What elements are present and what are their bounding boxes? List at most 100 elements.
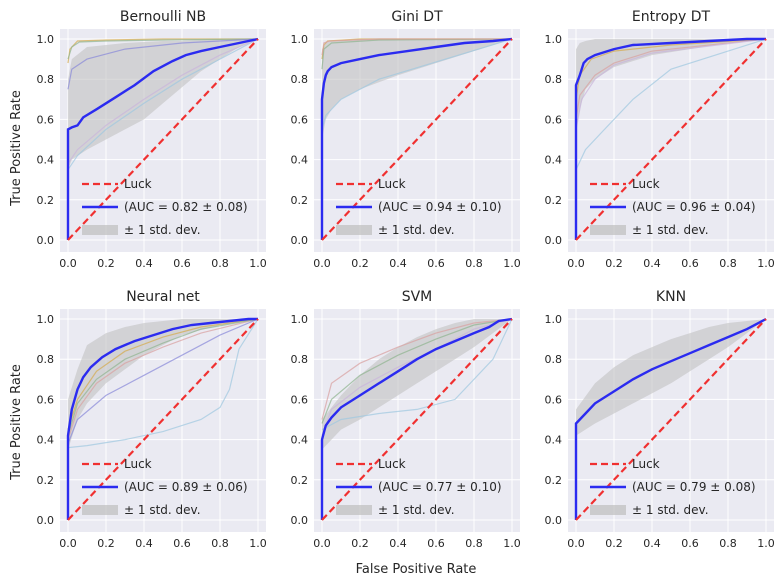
y-tick-label: 0.6 (37, 113, 55, 126)
roc-panel: 0.0 0.0 0.2 0.2 0.4 0.4 0.6 0.6 0.8 0.8 1.0 1.0 Bern… (37, 9, 267, 270)
legend-luck-label: Luck (632, 457, 660, 471)
x-tick-label: 0.4 (389, 257, 407, 270)
mean-roc-line (320, 37, 513, 240)
x-tick-label: 0.4 (643, 537, 661, 550)
y-tick-label: 0.6 (37, 393, 55, 406)
y-tick-label: 0.8 (545, 73, 563, 86)
legend-auc-label: (AUC = 0.89 ± 0.06) (124, 480, 248, 494)
legend-band-label: ± 1 std. dev. (378, 223, 455, 237)
legend-luck-label: Luck (632, 177, 660, 191)
x-tick-label: 1.0 (249, 257, 267, 270)
x-tick-label: 1.0 (503, 537, 521, 550)
roc-panel: 0.0 0.0 0.2 0.2 0.4 0.4 0.6 0.6 0.8 0.8 1.0 1.0 Gini… (291, 9, 521, 270)
fold-roc-line (67, 38, 258, 64)
x-tick-label: 0.8 (211, 537, 229, 550)
x-axis-label: False Positive Rate (356, 562, 477, 577)
y-tick-label: 0.0 (545, 234, 563, 247)
y-tick-label: 0.2 (37, 474, 55, 487)
legend: Luck (AUC = 0.96 ± 0.04) ± 1 std. dev. (590, 177, 756, 237)
roc-panel: 0.0 0.0 0.2 0.2 0.4 0.4 0.6 0.6 0.8 0.8 1.0 1.0 SVM L… (291, 289, 521, 550)
std-band (68, 39, 258, 170)
y-tick-label: 0.4 (37, 434, 55, 447)
x-tick-label: 1.0 (757, 257, 775, 270)
x-tick-label: 0.8 (211, 257, 229, 270)
x-tick-label: 0.0 (313, 537, 331, 550)
x-tick-label: 0.4 (389, 537, 407, 550)
x-tick-label: 0.6 (427, 537, 445, 550)
x-tick-label: 0.6 (681, 257, 699, 270)
y-tick-label: 0.4 (545, 434, 563, 447)
legend-luck-label: Luck (124, 457, 152, 471)
fold-roc-line (321, 318, 513, 420)
std-band (322, 39, 512, 140)
x-tick-label: 0.0 (567, 537, 585, 550)
y-tick-label: 0.8 (291, 73, 309, 86)
legend-luck-label: Luck (124, 177, 152, 191)
y-tick-label: 0.2 (291, 194, 309, 207)
y-tick-label: 1.0 (37, 33, 55, 46)
fold-roc-line (321, 38, 512, 56)
legend-band-swatch (590, 225, 626, 235)
x-tick-label: 0.0 (59, 537, 77, 550)
fold-roc-line (575, 38, 767, 120)
y-tick-label: 0.0 (545, 514, 563, 527)
panel-title: Entropy DT (632, 9, 711, 25)
mean-roc-line (320, 317, 513, 520)
x-tick-label: 0.4 (643, 257, 661, 270)
std-band (68, 319, 258, 450)
legend-auc-label: (AUC = 0.96 ± 0.04) (632, 200, 756, 214)
fold-roc-line (575, 38, 767, 170)
y-tick-label: 0.8 (291, 353, 309, 366)
fold-roc-line (321, 318, 513, 431)
y-tick-label: 0.0 (37, 514, 55, 527)
y-tick-label: 0.4 (545, 154, 563, 167)
fold-roc-line (321, 318, 513, 424)
x-tick-label: 0.4 (135, 537, 153, 550)
roc-panel: 0.0 0.0 0.2 0.2 0.4 0.4 0.6 0.6 0.8 0.8 1.0 1.0 Neur… (37, 289, 267, 550)
fold-roc-line (67, 318, 259, 449)
mean-roc-line (66, 317, 258, 520)
legend-band-label: ± 1 std. dev. (124, 503, 201, 517)
legend-band-swatch (336, 505, 372, 515)
y-axis-label-bottom: True Positive Rate (9, 364, 24, 481)
fold-roc-line (67, 38, 259, 171)
mean-roc-line (574, 317, 767, 520)
panel-title: SVM (402, 289, 433, 305)
fold-roc-line (67, 318, 259, 430)
fold-roc-line (575, 38, 767, 130)
x-tick-label: 0.2 (351, 257, 369, 270)
x-tick-label: 0.0 (59, 257, 77, 270)
x-tick-label: 1.0 (503, 257, 521, 270)
x-tick-label: 0.2 (605, 257, 623, 270)
x-tick-label: 1.0 (249, 537, 267, 550)
x-tick-label: 0.6 (681, 537, 699, 550)
y-tick-label: 0.2 (37, 194, 55, 207)
y-tick-label: 1.0 (545, 33, 563, 46)
x-tick-label: 0.2 (97, 537, 115, 550)
x-tick-label: 0.0 (567, 257, 585, 270)
y-axis-label-top: True Positive Rate (9, 90, 24, 207)
y-tick-label: 1.0 (291, 33, 309, 46)
legend: Luck (AUC = 0.94 ± 0.10) ± 1 std. dev. (336, 177, 502, 237)
mean-roc-line (66, 37, 259, 240)
fold-roc-line (321, 38, 513, 130)
legend-auc-label: (AUC = 0.79 ± 0.08) (632, 480, 756, 494)
x-tick-label: 0.2 (605, 537, 623, 550)
roc-panel: 0.0 0.0 0.2 0.2 0.4 0.4 0.6 0.6 0.8 0.8 1.0 1.0 KNN L… (545, 289, 775, 550)
y-tick-label: 0.0 (291, 234, 309, 247)
legend-band-swatch (82, 505, 118, 515)
legend-auc-label: (AUC = 0.94 ± 0.10) (378, 200, 502, 214)
mean-roc-line (574, 37, 766, 240)
fold-roc-line (321, 318, 513, 436)
x-tick-label: 0.2 (351, 537, 369, 550)
legend-band-swatch (590, 505, 626, 515)
legend-auc-label: (AUC = 0.82 ± 0.08) (124, 200, 248, 214)
legend: Luck (AUC = 0.89 ± 0.06) ± 1 std. dev. (82, 457, 248, 517)
legend-band-swatch (82, 225, 118, 235)
y-tick-label: 0.4 (291, 154, 309, 167)
legend: Luck (AUC = 0.82 ± 0.08) ± 1 std. dev. (82, 177, 248, 237)
fold-roc-line (67, 38, 259, 60)
y-tick-label: 1.0 (545, 313, 563, 326)
x-tick-label: 0.8 (465, 257, 483, 270)
